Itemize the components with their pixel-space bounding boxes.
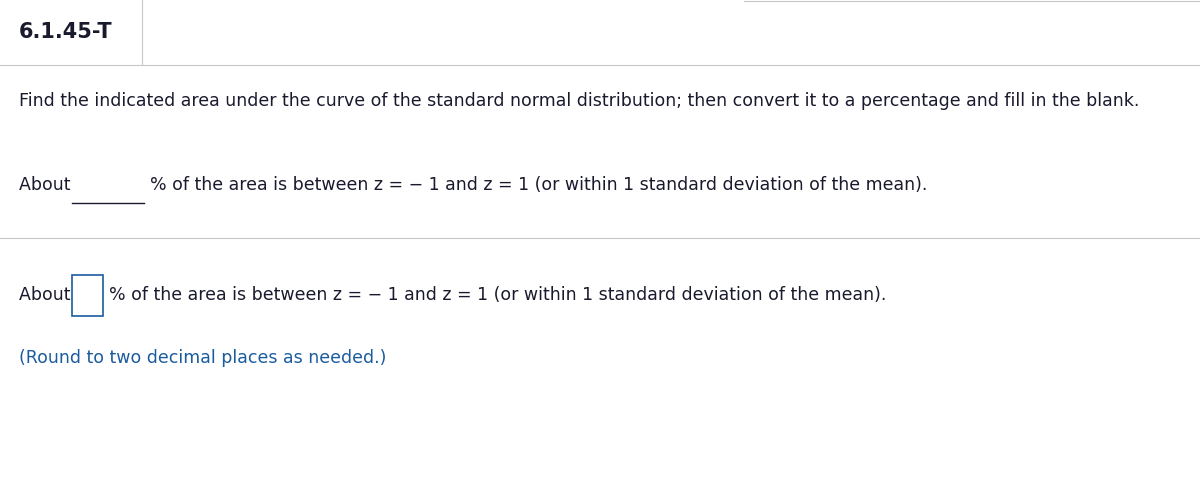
Text: (Round to two decimal places as needed.): (Round to two decimal places as needed.) xyxy=(19,348,386,367)
FancyBboxPatch shape xyxy=(72,275,103,316)
Text: Find the indicated area under the curve of the standard normal distribution; the: Find the indicated area under the curve … xyxy=(19,92,1140,110)
Text: % of the area is between z = − 1 and z = 1 (or within 1 standard deviation of th: % of the area is between z = − 1 and z =… xyxy=(109,286,887,304)
Text: About: About xyxy=(19,286,77,304)
Text: 6.1.45-T: 6.1.45-T xyxy=(19,23,113,42)
Text: % of the area is between z = − 1 and z = 1 (or within 1 standard deviation of th: % of the area is between z = − 1 and z =… xyxy=(150,176,928,194)
Text: About: About xyxy=(19,176,77,194)
